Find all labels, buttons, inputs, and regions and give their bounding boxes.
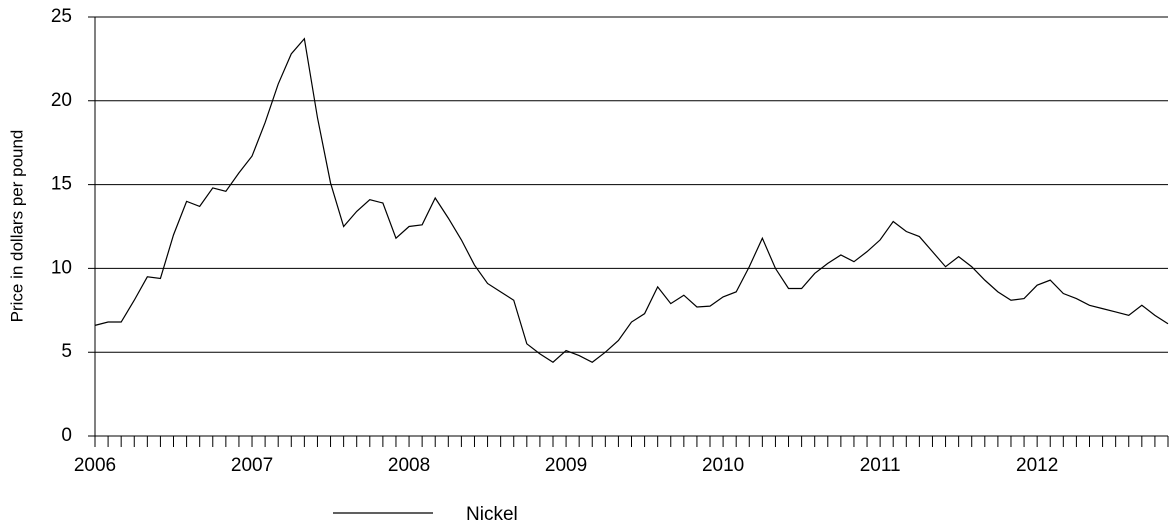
x-tick-label: 2006 — [74, 455, 116, 476]
x-tick-label: 2007 — [231, 455, 273, 476]
y-tick-label: 5 — [61, 341, 72, 362]
y-tick-label: 15 — [51, 174, 72, 195]
x-tick-label: 2011 — [860, 455, 901, 476]
x-tick-label: 2012 — [1016, 455, 1058, 476]
data-line — [94, 37, 1169, 364]
x-tick-label: 2009 — [545, 455, 587, 476]
y-tick-label: 0 — [61, 425, 72, 446]
x-tick-label: 2010 — [702, 455, 744, 476]
x-tick-label: 2008 — [388, 455, 430, 476]
y-tick-label: 20 — [51, 90, 72, 111]
legend-label: Nickel — [466, 504, 518, 525]
y-axis-label: Price in dollars per pound — [7, 130, 26, 323]
y-tick-label: 25 — [51, 6, 72, 27]
y-tick-label: 10 — [51, 257, 72, 278]
